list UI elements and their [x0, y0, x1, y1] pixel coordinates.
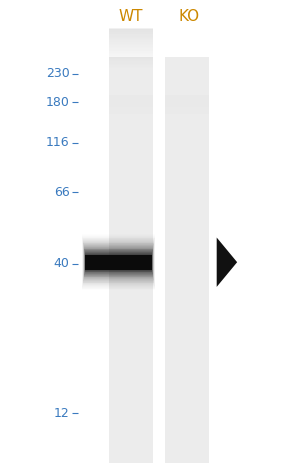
Bar: [109, 50, 153, 52]
Bar: [109, 40, 153, 42]
Bar: [109, 42, 153, 44]
Bar: [109, 46, 153, 48]
Text: KO: KO: [178, 9, 199, 24]
Bar: [84, 246, 153, 278]
Bar: [109, 57, 153, 59]
Bar: [109, 56, 153, 58]
Bar: [109, 47, 153, 49]
Bar: [82, 234, 155, 290]
Bar: [85, 255, 152, 270]
Bar: [109, 63, 153, 65]
Bar: [109, 29, 153, 30]
Text: 230: 230: [46, 67, 70, 80]
Text: WT: WT: [118, 9, 143, 24]
Bar: [109, 37, 153, 38]
Bar: [109, 66, 153, 68]
Bar: [84, 249, 153, 275]
Bar: [108, 57, 153, 463]
Bar: [82, 235, 155, 289]
Bar: [109, 59, 153, 61]
Bar: [85, 253, 152, 272]
Bar: [109, 67, 153, 69]
Text: 116: 116: [46, 136, 70, 149]
Bar: [83, 241, 154, 284]
Bar: [83, 242, 154, 283]
Bar: [109, 30, 153, 31]
Bar: [84, 247, 153, 277]
Bar: [109, 51, 153, 53]
Bar: [109, 52, 153, 54]
Bar: [109, 36, 153, 38]
Bar: [109, 61, 153, 63]
Bar: [109, 60, 153, 62]
Text: 66: 66: [54, 186, 70, 199]
Bar: [83, 239, 154, 285]
Bar: [109, 28, 153, 29]
Bar: [85, 254, 152, 271]
Text: 40: 40: [54, 257, 70, 270]
Bar: [109, 44, 153, 46]
Bar: [109, 33, 153, 35]
Polygon shape: [217, 238, 237, 287]
Bar: [83, 244, 154, 281]
Bar: [85, 250, 153, 274]
Bar: [109, 49, 153, 51]
Bar: [108, 107, 153, 114]
Bar: [165, 95, 210, 107]
Bar: [82, 237, 155, 288]
Bar: [109, 54, 153, 56]
Bar: [82, 236, 155, 289]
Bar: [109, 62, 153, 64]
Bar: [85, 255, 152, 270]
Bar: [109, 34, 153, 36]
Bar: [165, 107, 210, 114]
Bar: [109, 53, 153, 55]
Bar: [84, 248, 153, 276]
Bar: [109, 45, 153, 47]
Bar: [83, 244, 154, 280]
Bar: [85, 251, 153, 273]
Bar: [109, 65, 153, 66]
Bar: [109, 38, 153, 39]
Bar: [83, 243, 154, 282]
Bar: [85, 252, 152, 272]
Bar: [109, 35, 153, 37]
Bar: [108, 95, 153, 107]
Bar: [84, 245, 153, 279]
Bar: [109, 39, 153, 41]
Bar: [109, 55, 153, 57]
Bar: [165, 57, 210, 463]
Bar: [109, 41, 153, 43]
Bar: [109, 58, 153, 60]
Bar: [83, 238, 154, 286]
Bar: [82, 238, 155, 287]
Bar: [109, 32, 153, 34]
Bar: [84, 248, 153, 276]
Bar: [83, 240, 154, 285]
Bar: [109, 31, 153, 33]
Text: 12: 12: [54, 407, 70, 420]
Bar: [109, 66, 153, 67]
Text: 180: 180: [46, 95, 70, 109]
Bar: [109, 48, 153, 50]
Bar: [109, 43, 153, 45]
